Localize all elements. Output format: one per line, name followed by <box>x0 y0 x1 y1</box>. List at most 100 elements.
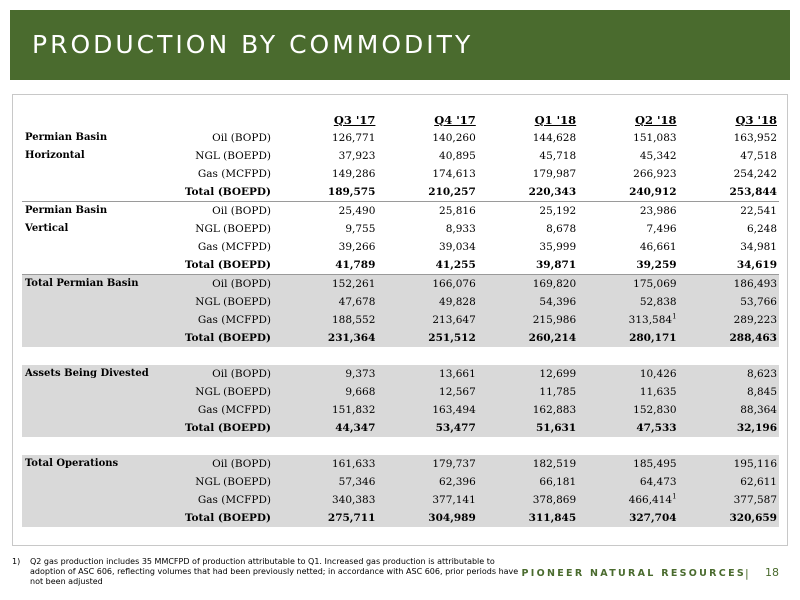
value-cell: 53,477 <box>377 419 478 437</box>
table-row: Permian Basin Oil (BOPD) 25,490 25,816 2… <box>22 202 779 221</box>
value-cell: 6,248 <box>746 223 777 235</box>
value-cell: 377,141 <box>377 491 478 509</box>
section-label-empty <box>22 401 177 419</box>
value-cell: 240,912 <box>578 183 679 202</box>
metric-label: NGL (BOEPD) <box>177 293 277 311</box>
value-cell: 62,396 <box>377 473 478 491</box>
section-label: Vertical <box>25 223 69 234</box>
section-label-empty <box>22 383 177 401</box>
table-row: Horizontal NGL (BOEPD) 37,923 40,895 45,… <box>22 147 779 165</box>
value-cell: 49,828 <box>377 293 478 311</box>
spacer-row <box>22 437 779 455</box>
column-header: Q4 '17 <box>434 113 476 127</box>
section-label-empty <box>22 473 177 491</box>
section-assets-divested: Assets Being Divested Oil (BOPD) 9,373 1… <box>22 365 779 455</box>
page-title: PRODUCTION BY COMMODITY <box>32 30 474 59</box>
section-permian-vertical: Permian Basin Oil (BOPD) 25,490 25,816 2… <box>22 202 779 275</box>
section-label: Assets Being Divested <box>22 365 177 383</box>
value-cell: 25,192 <box>539 205 577 217</box>
value-cell: 52,838 <box>578 293 679 311</box>
production-table: Q3 '17 Q4 '17 Q1 '18 Q2 '18 Q3 '18 Permi… <box>22 111 779 527</box>
column-header: Q1 '18 <box>534 113 577 127</box>
value-cell: 25,490 <box>338 205 376 217</box>
value-cell: 8,678 <box>546 223 577 235</box>
value-cell: 253,844 <box>678 183 779 202</box>
section-label: Permian Basin <box>25 132 108 143</box>
value-cell: 8,623 <box>678 365 779 383</box>
value-cell: 182,519 <box>477 455 579 473</box>
metric-label: NGL (BOEPD) <box>195 223 271 235</box>
value-cell: 44,347 <box>277 419 378 437</box>
value-cell: 144,628 <box>532 132 577 144</box>
column-header: Q3 '17 <box>333 113 376 127</box>
metric-label: NGL (BOEPD) <box>195 150 271 162</box>
metric-label: Gas (MCFPD) <box>177 491 277 509</box>
table-row: Vertical NGL (BOEPD) 9,755 8,933 8,678 7… <box>22 220 779 238</box>
table-row: NGL (BOEPD) 47,678 49,828 54,396 52,838 … <box>22 293 779 311</box>
value-cell: 151,832 <box>277 401 378 419</box>
value-cell: 275,711 <box>277 509 378 527</box>
metric-label: Gas (MCFPD) <box>197 168 271 180</box>
value-cell: 35,999 <box>539 241 577 253</box>
section-label-empty <box>22 419 177 437</box>
value-cell: 320,659 <box>678 509 779 527</box>
metric-label: Oil (BOPD) <box>212 205 271 217</box>
total-row: Total (BOEPD) 231,364 251,512 260,214 28… <box>22 329 779 347</box>
value-cell: 220,343 <box>477 183 579 202</box>
value-cell-footnoted: 313,5841 <box>578 311 679 329</box>
value-cell: 251,512 <box>377 329 478 347</box>
section-total-permian: Total Permian Basin Oil (BOPD) 152,261 1… <box>22 274 779 365</box>
value-cell: 163,952 <box>733 132 777 144</box>
title-banner: PRODUCTION BY COMMODITY <box>10 10 790 80</box>
section-label-empty <box>22 238 177 256</box>
table-row: Assets Being Divested Oil (BOPD) 9,373 1… <box>22 365 779 383</box>
table-row: Gas (MCFPD) 39,266 39,034 35,999 46,661 … <box>22 238 779 256</box>
value-cell: 213,647 <box>377 311 478 329</box>
value-cell: 151,083 <box>633 132 677 144</box>
value-cell: 51,631 <box>477 419 579 437</box>
value-cell: 53,766 <box>678 293 779 311</box>
value-cell: 25,816 <box>439 205 476 217</box>
value-cell: 175,069 <box>578 274 679 293</box>
value-cell: 174,613 <box>432 168 476 180</box>
metric-label: Total (BOEPD) <box>177 256 277 275</box>
value-cell: 188,552 <box>277 311 378 329</box>
table-row: Gas (MCFPD) 149,286 174,613 179,987 266,… <box>22 165 779 183</box>
section-label-empty <box>22 165 177 183</box>
value-cell: 47,678 <box>277 293 378 311</box>
metric-label: NGL (BOEPD) <box>177 473 277 491</box>
value-cell: 12,567 <box>377 383 478 401</box>
table-row: Gas (MCFPD) 151,832 163,494 162,883 152,… <box>22 401 779 419</box>
value-cell: 377,587 <box>678 491 779 509</box>
section-label-empty <box>22 311 177 329</box>
value-cell: 45,718 <box>539 150 577 162</box>
section-label-empty <box>22 183 177 202</box>
header-blank <box>22 111 177 129</box>
value-cell: 280,171 <box>578 329 679 347</box>
value-cell: 37,923 <box>338 150 376 162</box>
footnote-marker: 1 <box>672 492 677 501</box>
footnote-marker: 1 <box>672 312 677 321</box>
value-cell: 340,383 <box>277 491 378 509</box>
value-cell: 41,789 <box>277 256 378 275</box>
value-cell: 32,196 <box>678 419 779 437</box>
value-cell: 54,396 <box>477 293 579 311</box>
metric-label: Total (BOEPD) <box>177 419 277 437</box>
value-cell: 45,342 <box>639 150 677 162</box>
value-cell: 189,575 <box>277 183 378 202</box>
section-total-operations: Total Operations Oil (BOPD) 161,633 179,… <box>22 455 779 527</box>
value-cell: 152,830 <box>578 401 679 419</box>
value-cell: 13,661 <box>377 365 478 383</box>
section-permian-horizontal: Permian Basin Oil (BOPD) 126,771 140,260… <box>22 129 779 202</box>
value-cell: 327,704 <box>578 509 679 527</box>
value-cell: 152,261 <box>277 274 378 293</box>
column-header: Q2 '18 <box>635 113 677 127</box>
value-cell: 62,611 <box>678 473 779 491</box>
value-cell: 185,495 <box>578 455 679 473</box>
value-cell: 46,661 <box>639 241 677 253</box>
value-cell: 179,987 <box>532 168 577 180</box>
value-cell: 64,473 <box>578 473 679 491</box>
company-wordmark: PIONEER NATURAL RESOURCES <box>521 568 746 579</box>
footnote: 1) Q2 gas production includes 35 MMCFPD … <box>12 557 532 587</box>
table-row: NGL (BOEPD) 57,346 62,396 66,181 64,473 … <box>22 473 779 491</box>
